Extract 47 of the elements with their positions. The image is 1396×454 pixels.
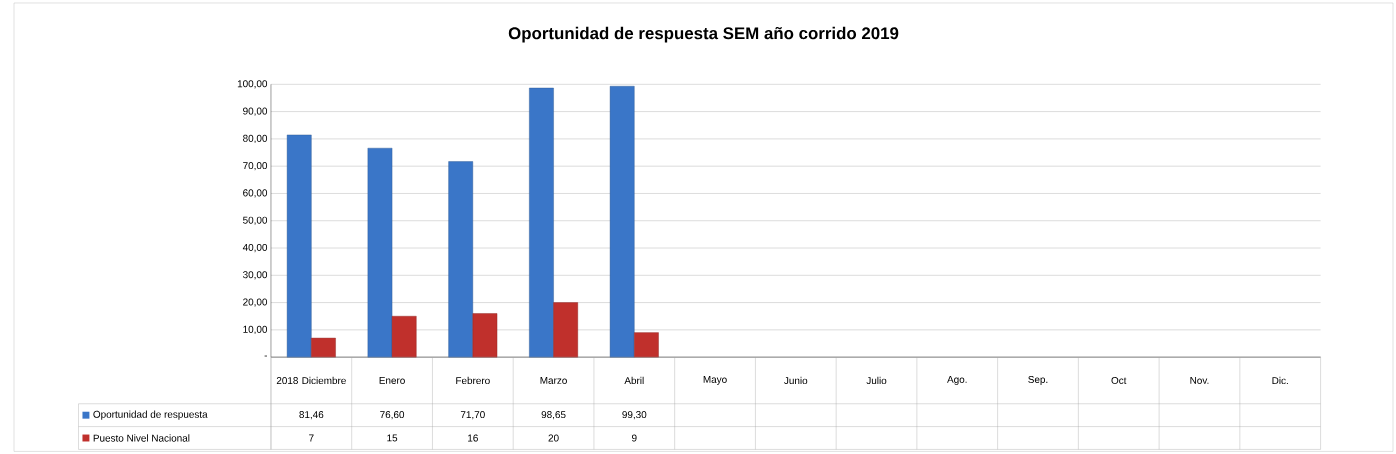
bar	[367, 147, 393, 358]
y-tick-label: 100,00	[237, 80, 268, 89]
bar	[634, 332, 659, 358]
legend-label: Oportunidad de respuesta	[93, 410, 208, 420]
x-tick-label: Julio	[866, 376, 887, 384]
bar	[553, 302, 578, 358]
x-tick-label: Junio	[784, 376, 808, 384]
chart-title: Oportunidad de respuesta SEM año corrido 2019	[508, 26, 899, 43]
y-tick-label: 70,00	[243, 161, 268, 171]
y-tick-label: 80,00	[243, 134, 268, 143]
x-tick-label: Nov.	[1190, 376, 1209, 384]
data-label: 7	[309, 434, 314, 442]
y-tick-label: 30,00	[243, 271, 268, 280]
x-tick-label: Dic.	[1272, 376, 1288, 384]
y-tick-label: -	[264, 355, 268, 357]
bar	[529, 87, 554, 358]
x-tick-label: 2018 Diciembre	[276, 376, 346, 384]
y-tick-label: 60,00	[243, 189, 268, 198]
bar	[391, 315, 417, 358]
bar	[286, 134, 312, 358]
y-tick-label: 90,00	[243, 107, 268, 116]
data-label: 20	[548, 434, 559, 442]
legend-label: Puesto Nivel Nacional	[93, 434, 190, 442]
x-tick-label: Febrero	[456, 376, 490, 384]
y-tick-label: 50,00	[243, 216, 268, 225]
data-label: 71,70	[460, 410, 485, 420]
data-label: 81,46	[299, 410, 324, 420]
y-tick-label: 40,00	[242, 243, 268, 252]
data-label: 15	[387, 434, 398, 442]
x-tick-label: Sep.	[1028, 375, 1048, 385]
data-label: 16	[468, 434, 478, 442]
y-tick-label: 10,00	[243, 325, 268, 334]
x-tick-label: Abril	[624, 376, 644, 384]
x-tick-label: Marzo	[540, 376, 567, 384]
data-label: 98,65	[541, 410, 566, 420]
bar	[448, 161, 474, 358]
data-label: 99,30	[622, 410, 647, 420]
x-tick-label: Enero	[379, 376, 405, 384]
x-tick-label: Ago.	[947, 375, 967, 385]
bar	[311, 337, 336, 358]
y-tick-label: 20,00	[243, 298, 268, 307]
bar	[472, 313, 498, 358]
x-tick-label: Oct	[1111, 376, 1127, 384]
data-label: 76,60	[380, 410, 405, 420]
data-label: 9	[632, 434, 637, 442]
bar	[609, 85, 635, 358]
x-tick-label: Mayo	[703, 375, 727, 385]
